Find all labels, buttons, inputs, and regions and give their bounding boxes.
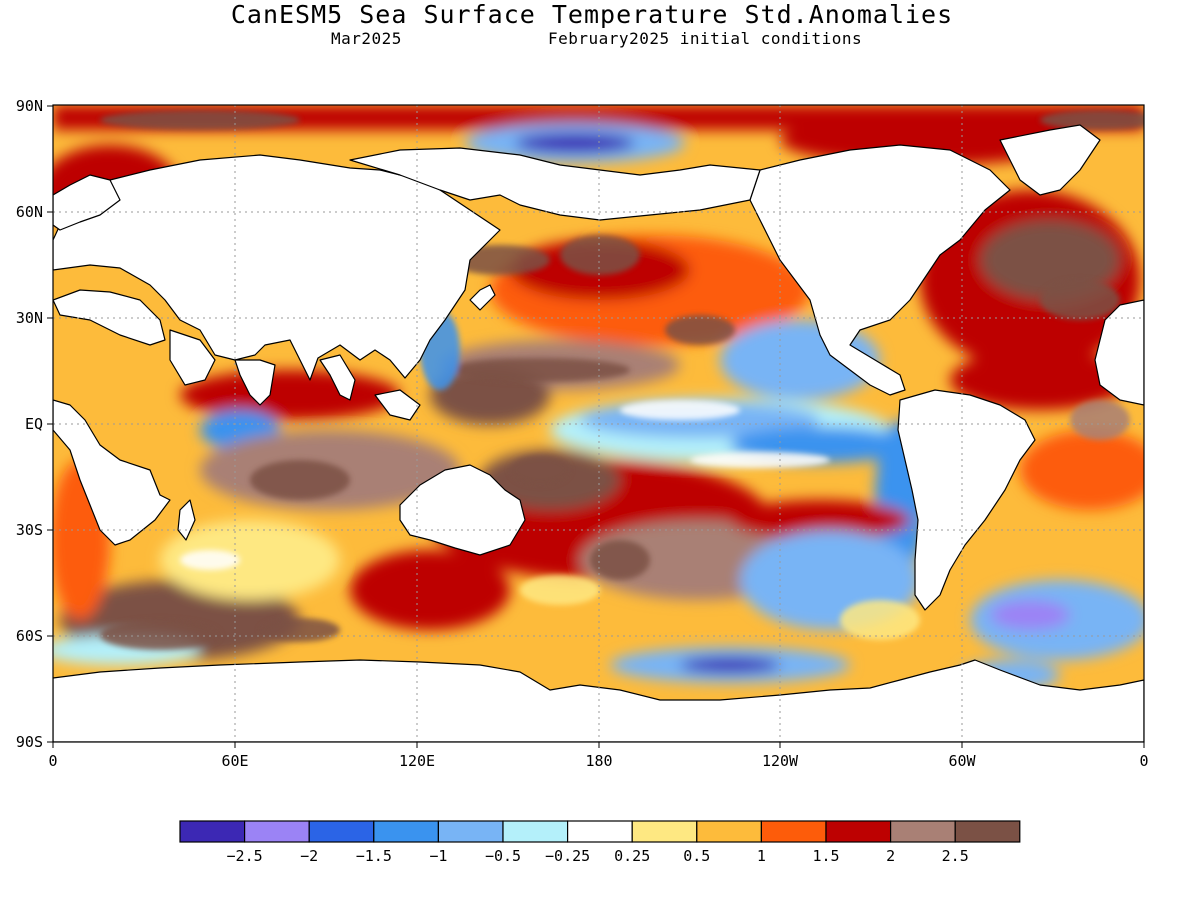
- lat-label: 90S: [16, 733, 43, 751]
- lat-label: 30S: [16, 521, 43, 539]
- colorbar-tick-label: 0.5: [683, 847, 710, 865]
- colorbar-swatch: [308, 820, 375, 843]
- lat-label: 60S: [16, 627, 43, 645]
- arabia-landmass: [169, 329, 216, 386]
- eurasia-landmass: [53, 154, 501, 381]
- colorbar-swatch: [825, 820, 892, 843]
- lon-label: 60W: [948, 752, 976, 770]
- colorbar-swatch: [437, 820, 504, 843]
- colorbar-tick-label: 1: [757, 847, 766, 865]
- india-landmass: [234, 359, 276, 406]
- lon-label: 180: [585, 752, 612, 770]
- south-america-landmass: [897, 389, 1036, 611]
- latitude-labels: 90N 60N 30N EQ 30S 60S 90S: [16, 97, 43, 751]
- lat-label: 60N: [16, 203, 43, 221]
- lon-label: 0: [48, 752, 57, 770]
- africa-landmass: [53, 399, 171, 546]
- lat-label: 30N: [16, 309, 43, 327]
- colorbar-tick-label: 2.5: [942, 847, 969, 865]
- lon-label: 120W: [762, 752, 799, 770]
- lon-label: 120E: [399, 752, 435, 770]
- colorbar-tick-label: 0.25: [614, 847, 650, 865]
- colorbar: −2.5 −2 −1.5 −1 −0.5 −0.25 0.25 0.5 1 1.5 2 2.5: [179, 820, 1021, 865]
- longitude-labels: 0 60E 120E 180 120W 60W 0: [48, 752, 1148, 770]
- valid-month-label: Mar2025: [331, 29, 402, 48]
- colorbar-tick-label: −0.25: [545, 847, 590, 865]
- colorbar-swatch: [889, 820, 956, 843]
- colorbar-swatch: [760, 820, 827, 843]
- colorbar-tick-label: 2: [886, 847, 895, 865]
- initial-conditions-label: February2025 initial conditions: [548, 29, 863, 48]
- lat-label: 90N: [16, 97, 43, 115]
- colorbar-tick-label: −2: [300, 847, 318, 865]
- map-title: CanESM5 Sea Surface Temperature Std.Anom…: [230, 0, 954, 29]
- colorbar-swatch: [696, 820, 762, 843]
- colorbar-tick-label: −0.5: [485, 847, 521, 865]
- colorbar-swatch: [373, 820, 439, 843]
- colorbar-swatch: [954, 820, 1021, 843]
- colorbar-swatch: [179, 820, 246, 843]
- graticule: [53, 105, 1144, 742]
- colorbar-tick-label: −2.5: [227, 847, 263, 865]
- lat-label: EQ: [25, 415, 43, 433]
- lon-label: 60E: [221, 752, 248, 770]
- north-america-landmass: [749, 144, 1011, 396]
- colorbar-swatch: [502, 820, 569, 843]
- colorbar-tick-label: −1: [429, 847, 447, 865]
- anomaly-field: [53, 105, 1144, 742]
- greenland-landmass: [999, 124, 1101, 196]
- australia-landmass: [399, 464, 526, 556]
- colorbar-tick-label: −1.5: [356, 847, 392, 865]
- colorbar-swatch: [631, 820, 698, 843]
- colorbar-swatch: [244, 820, 310, 843]
- lon-label: 0: [1139, 752, 1148, 770]
- colorbar-tick-label: 1.5: [812, 847, 839, 865]
- colorbar-swatch: [566, 820, 633, 843]
